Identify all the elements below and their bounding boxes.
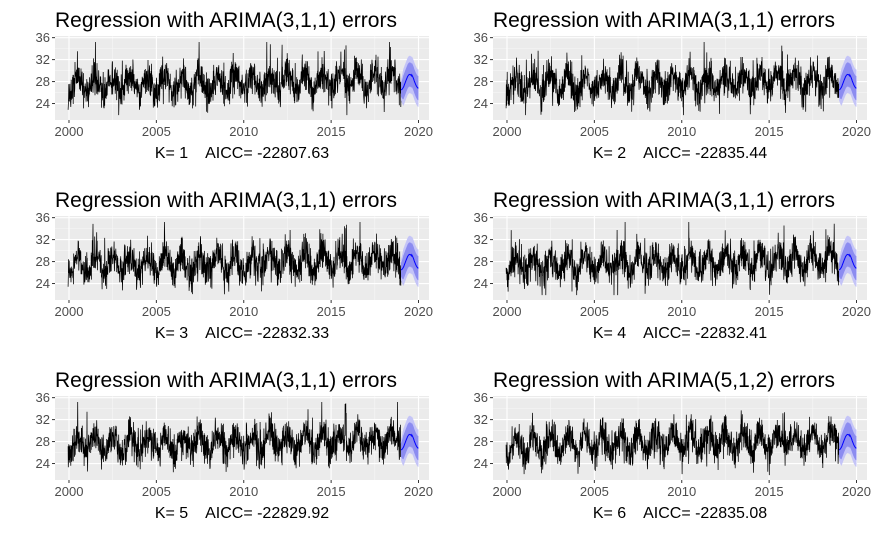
chart-title: Regression with ARIMA(3,1,1) errors <box>493 9 835 32</box>
x-axis-label: K= 1 AICC= -22807.63 <box>155 145 329 162</box>
y-tick-label: 24 <box>36 456 50 471</box>
forecast-interval-80 <box>401 242 419 281</box>
observed-series-line <box>67 41 402 116</box>
y-tick-label: 32 <box>474 412 488 427</box>
x-tick-label: 2000 <box>493 124 522 139</box>
x-tick-label: 2015 <box>317 484 346 499</box>
y-tick-label: 32 <box>36 52 50 67</box>
y-tick-label: 24 <box>36 276 50 291</box>
x-axis-label: K= 3 AICC= -22832.33 <box>155 325 329 342</box>
chart-panel: Regression with ARIMA(3,1,1) errors 24 28 3… <box>36 189 433 342</box>
chart-title: Regression with ARIMA(5,1,2) errors <box>493 369 835 392</box>
chart-title: Regression with ARIMA(3,1,1) errors <box>55 9 397 32</box>
y-tick-label: 28 <box>474 74 488 89</box>
x-tick-label: 2000 <box>493 484 522 499</box>
x-tick-label: 2010 <box>229 304 258 319</box>
x-tick-label: 2000 <box>55 484 84 499</box>
forecast-mean-line <box>839 253 857 271</box>
y-tick-label: 24 <box>474 96 488 111</box>
x-tick-label: 2015 <box>755 484 784 499</box>
x-tick-label: 2010 <box>667 304 696 319</box>
x-tick-label: 2005 <box>142 484 171 499</box>
y-tick-label: 32 <box>474 52 488 67</box>
x-tick-label: 2005 <box>580 304 609 319</box>
forecast-interval-80 <box>839 422 857 461</box>
forecast-mean-line <box>401 433 419 451</box>
x-tick-label: 2015 <box>755 124 784 139</box>
x-axis-label: K= 6 AICC= -22835.08 <box>593 505 767 522</box>
y-tick-label: 28 <box>474 254 488 269</box>
observed-series-line <box>67 401 402 473</box>
chart-panel: Regression with ARIMA(3,1,1) errors 24 28 3… <box>36 9 433 162</box>
x-tick-label: 2010 <box>229 124 258 139</box>
x-tick-label: 2015 <box>317 124 346 139</box>
forecast-interval-80 <box>401 422 419 461</box>
x-tick-label: 2005 <box>580 484 609 499</box>
chart-title: Regression with ARIMA(3,1,1) errors <box>55 369 397 392</box>
y-tick-label: 36 <box>36 30 50 45</box>
x-tick-label: 2020 <box>404 484 433 499</box>
x-tick-label: 2000 <box>493 304 522 319</box>
x-tick-label: 2010 <box>229 484 258 499</box>
x-tick-label: 2020 <box>842 484 871 499</box>
x-axis-label: K= 4 AICC= -22832.41 <box>593 325 767 342</box>
y-tick-label: 36 <box>474 390 488 405</box>
chart-panel: Regression with ARIMA(3,1,1) errors 24 28 3… <box>36 369 433 522</box>
x-tick-label: 2005 <box>142 124 171 139</box>
observed-series-line <box>505 41 840 116</box>
forecast-mean-line <box>839 433 857 451</box>
x-tick-label: 2010 <box>667 124 696 139</box>
forecast-interval-80 <box>839 62 857 101</box>
y-tick-label: 32 <box>474 232 488 247</box>
y-tick-label: 24 <box>474 276 488 291</box>
x-axis-label: K= 5 AICC= -22829.92 <box>155 505 329 522</box>
chart-panel: Regression with ARIMA(5,1,2) errors 24 28 3… <box>474 369 871 522</box>
y-tick-label: 36 <box>36 210 50 225</box>
chart-panel: Regression with ARIMA(3,1,1) errors 24 28 3… <box>474 189 871 342</box>
x-tick-label: 2020 <box>404 304 433 319</box>
x-tick-label: 2000 <box>55 124 84 139</box>
y-tick-label: 28 <box>36 74 50 89</box>
forecast-mean-line <box>401 73 419 91</box>
x-tick-label: 2020 <box>842 124 871 139</box>
chart-title: Regression with ARIMA(3,1,1) errors <box>493 189 835 212</box>
x-tick-label: 2005 <box>580 124 609 139</box>
y-tick-label: 32 <box>36 232 50 247</box>
x-tick-label: 2005 <box>142 304 171 319</box>
y-tick-label: 36 <box>474 210 488 225</box>
x-tick-label: 2015 <box>755 304 784 319</box>
y-tick-label: 24 <box>474 456 488 471</box>
x-tick-label: 2015 <box>317 304 346 319</box>
chart-title: Regression with ARIMA(3,1,1) errors <box>55 189 397 212</box>
x-tick-label: 2020 <box>404 124 433 139</box>
forecast-interval-80 <box>839 242 857 281</box>
y-tick-label: 28 <box>474 434 488 449</box>
y-tick-label: 28 <box>36 434 50 449</box>
forecast-mean-line <box>839 73 857 91</box>
x-axis-label: K= 2 AICC= -22835.44 <box>593 145 767 162</box>
y-tick-label: 24 <box>36 96 50 111</box>
x-tick-label: 2000 <box>55 304 84 319</box>
observed-series-line <box>505 410 840 476</box>
y-tick-label: 28 <box>36 254 50 269</box>
y-tick-label: 32 <box>36 412 50 427</box>
observed-series-line <box>67 221 402 295</box>
forecast-interval-80 <box>401 62 419 101</box>
y-tick-label: 36 <box>36 390 50 405</box>
x-tick-label: 2020 <box>842 304 871 319</box>
y-tick-label: 36 <box>474 30 488 45</box>
x-tick-label: 2010 <box>667 484 696 499</box>
forecast-mean-line <box>401 253 419 271</box>
chart-panel: Regression with ARIMA(3,1,1) errors 24 28 3… <box>474 9 871 162</box>
observed-series-line <box>505 221 840 296</box>
